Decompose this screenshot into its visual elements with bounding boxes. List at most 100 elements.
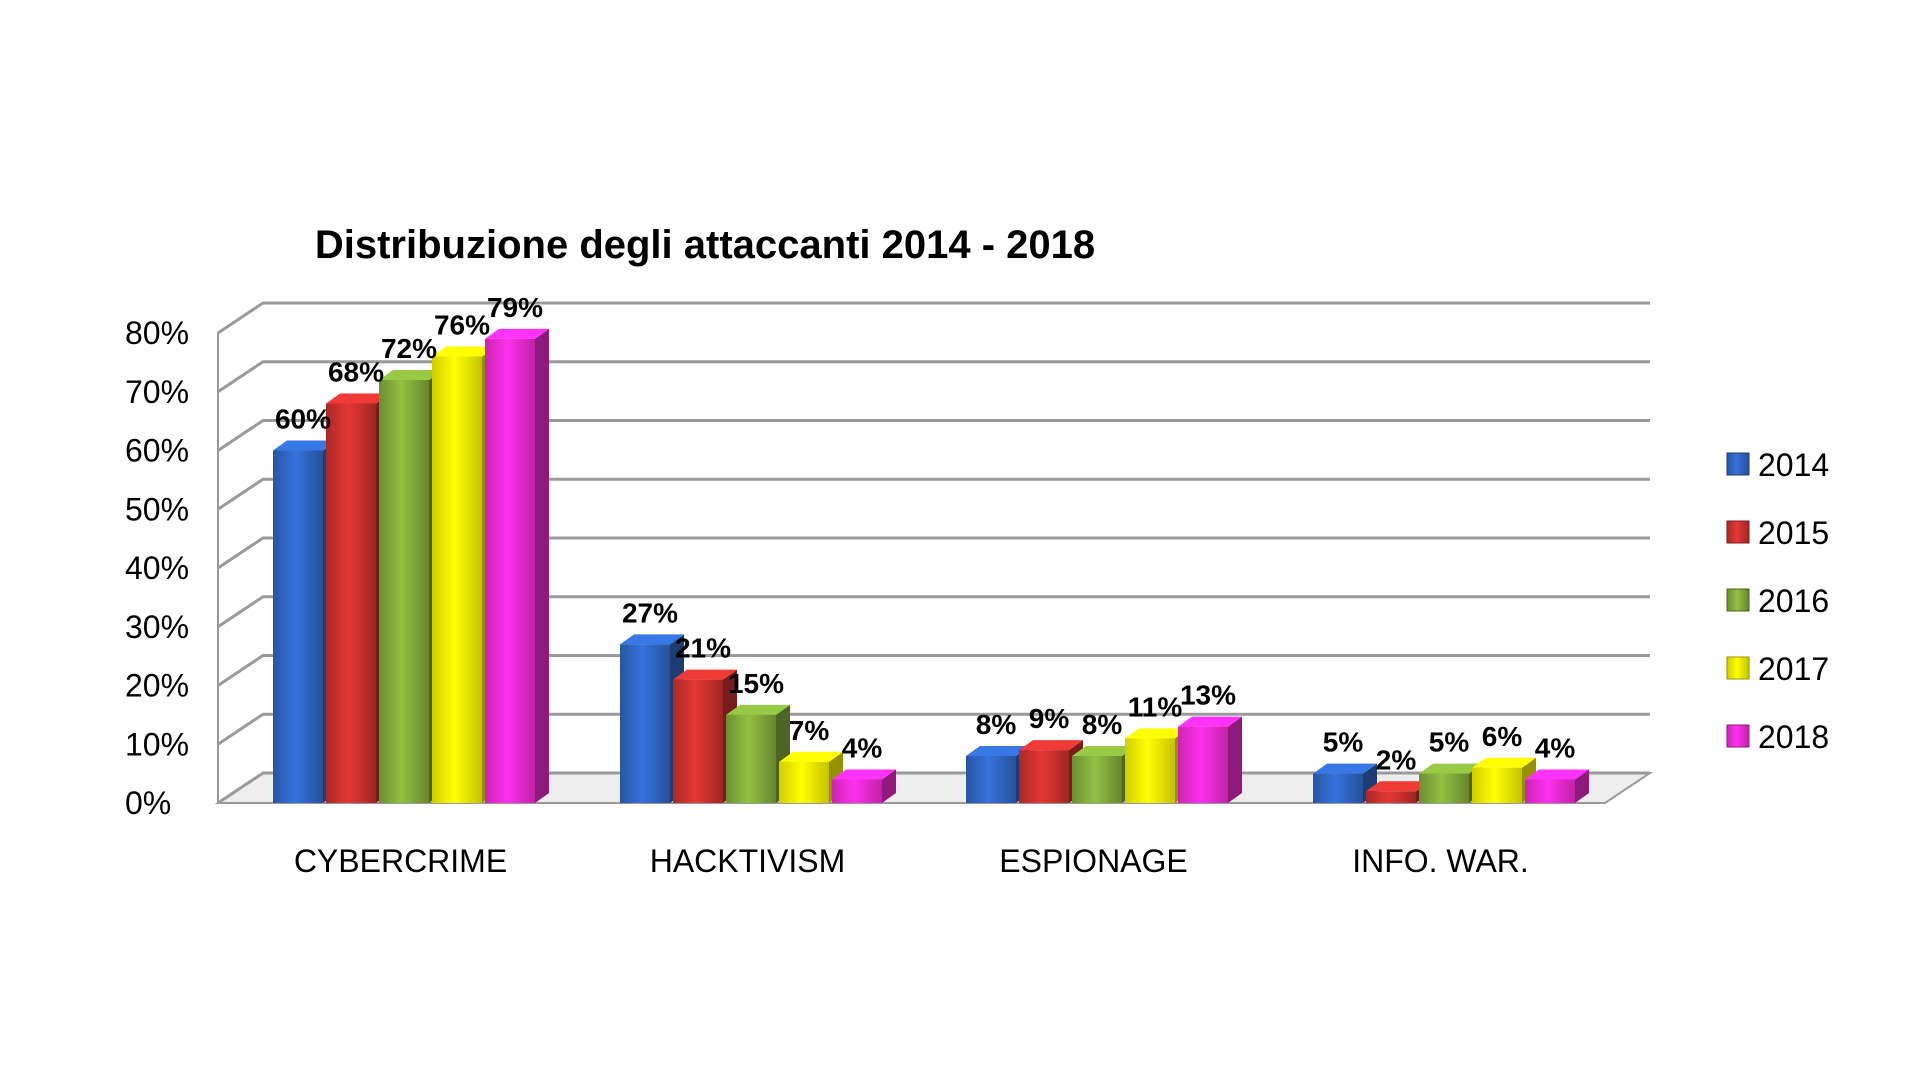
data-label: 76%	[434, 310, 490, 341]
bar-front	[726, 714, 776, 803]
bar-top	[273, 440, 337, 451]
data-label: 60%	[275, 404, 331, 435]
legend-item: 2015	[1726, 515, 1829, 551]
bar-front	[1019, 750, 1069, 803]
y-tick-label: 10%	[125, 726, 189, 762]
data-label: 13%	[1180, 680, 1236, 711]
bar-top	[379, 370, 443, 380]
bar-side	[1228, 716, 1242, 803]
bar-front	[273, 450, 323, 803]
gridline	[217, 536, 1650, 570]
y-axis-ticks: 0% 10% 20% 30% 40% 50% 60% 70% 80%	[125, 315, 189, 821]
bar-side	[1575, 769, 1589, 803]
bar-front	[1525, 779, 1575, 803]
bar-front	[779, 761, 829, 803]
y-tick-label: 50%	[125, 491, 189, 527]
bar-front	[832, 779, 882, 803]
y-tick-label: 40%	[125, 550, 189, 586]
bar-front	[1178, 726, 1228, 803]
gridline	[217, 360, 1650, 393]
legend-item: 2016	[1726, 583, 1829, 619]
data-label: 6%	[1482, 721, 1523, 752]
bar-front	[379, 380, 429, 803]
bar-front	[620, 644, 670, 803]
legend: 2014 2015 2016 2017 2018	[1726, 447, 1829, 755]
legend-swatch	[1726, 520, 1750, 544]
data-label: 4%	[1535, 733, 1576, 764]
bar-front	[1072, 756, 1122, 803]
bar-top	[1313, 763, 1377, 774]
gridline	[217, 654, 1650, 687]
legend-label: 2016	[1758, 583, 1829, 619]
bar-top	[726, 704, 790, 715]
legend-item: 2014	[1726, 447, 1829, 483]
data-label: 79%	[487, 292, 543, 323]
legend-label: 2018	[1758, 719, 1829, 755]
bar-front	[1419, 773, 1469, 803]
legend-swatch	[1726, 588, 1750, 612]
gridline	[217, 419, 1650, 452]
y-tick-label: 80%	[125, 315, 189, 351]
bar-top	[620, 634, 684, 645]
data-label: 5%	[1323, 727, 1364, 758]
bar-top	[779, 751, 843, 762]
bar-top	[326, 393, 390, 404]
bar-top	[1072, 746, 1136, 756]
category-label: CYBERCRIME	[294, 843, 507, 879]
gridline	[217, 477, 1650, 511]
data-label: 11%	[1128, 691, 1183, 722]
bar-front	[485, 338, 535, 803]
legend-item: 2017	[1726, 651, 1829, 687]
bar-side	[882, 769, 896, 803]
data-labels: 60%68%72%76%79%27%21%15%7%4%8% 9% 8%11%13%…	[275, 292, 1575, 775]
bar-top	[432, 346, 496, 357]
data-label: 27%	[622, 597, 678, 628]
bar-top	[485, 328, 549, 339]
data-label: 72%	[381, 333, 437, 364]
data-label: 7%	[789, 715, 830, 746]
bar	[1178, 716, 1242, 803]
legend-label: 2015	[1758, 515, 1829, 551]
gridline	[217, 712, 1650, 746]
data-label: 15%	[728, 668, 784, 699]
data-label: 21%	[675, 633, 731, 664]
y-tick-label: 60%	[125, 433, 189, 469]
data-label: 9%	[1029, 703, 1070, 734]
data-label: 8%	[976, 709, 1017, 740]
bar-top	[832, 769, 896, 780]
data-label: 2%	[1376, 744, 1417, 775]
data-label: 8%	[1082, 709, 1123, 740]
bar	[485, 328, 549, 803]
y-tick-label: 0%	[125, 785, 171, 821]
data-label: 5%	[1429, 727, 1470, 758]
bar-side	[535, 328, 549, 803]
bar-front	[326, 403, 376, 803]
category-label: HACKTIVISM	[650, 843, 846, 879]
bar	[1313, 763, 1377, 803]
x-axis-categories: CYBERCRIME HACKTIVISM ESPIONAGE INFO. WAR.	[294, 843, 1529, 879]
legend-label: 2017	[1758, 651, 1829, 687]
legend-swatch	[1726, 724, 1750, 748]
legend-label: 2014	[1758, 447, 1829, 483]
gridline	[217, 595, 1650, 628]
bar-front	[1366, 791, 1416, 803]
bar-top	[1525, 769, 1589, 780]
bar-top	[1472, 757, 1536, 768]
bar-top	[966, 746, 1030, 756]
bar-top	[1019, 740, 1083, 751]
category-label: ESPIONAGE	[999, 843, 1188, 879]
bar-top	[1419, 763, 1483, 774]
y-tick-label: 30%	[125, 609, 189, 645]
bar-front	[1472, 767, 1522, 803]
bar-top	[673, 669, 737, 680]
y-tick-label: 70%	[125, 374, 189, 410]
bar-front	[1313, 773, 1363, 803]
y-tick-label: 20%	[125, 668, 189, 704]
bar	[1525, 769, 1589, 803]
gridline	[217, 301, 1650, 335]
chart-title: Distribuzione degli attaccanti 2014 - 20…	[315, 223, 1095, 267]
bar-front	[432, 356, 482, 803]
bar-top	[1366, 781, 1430, 792]
gridlines	[217, 301, 1650, 805]
